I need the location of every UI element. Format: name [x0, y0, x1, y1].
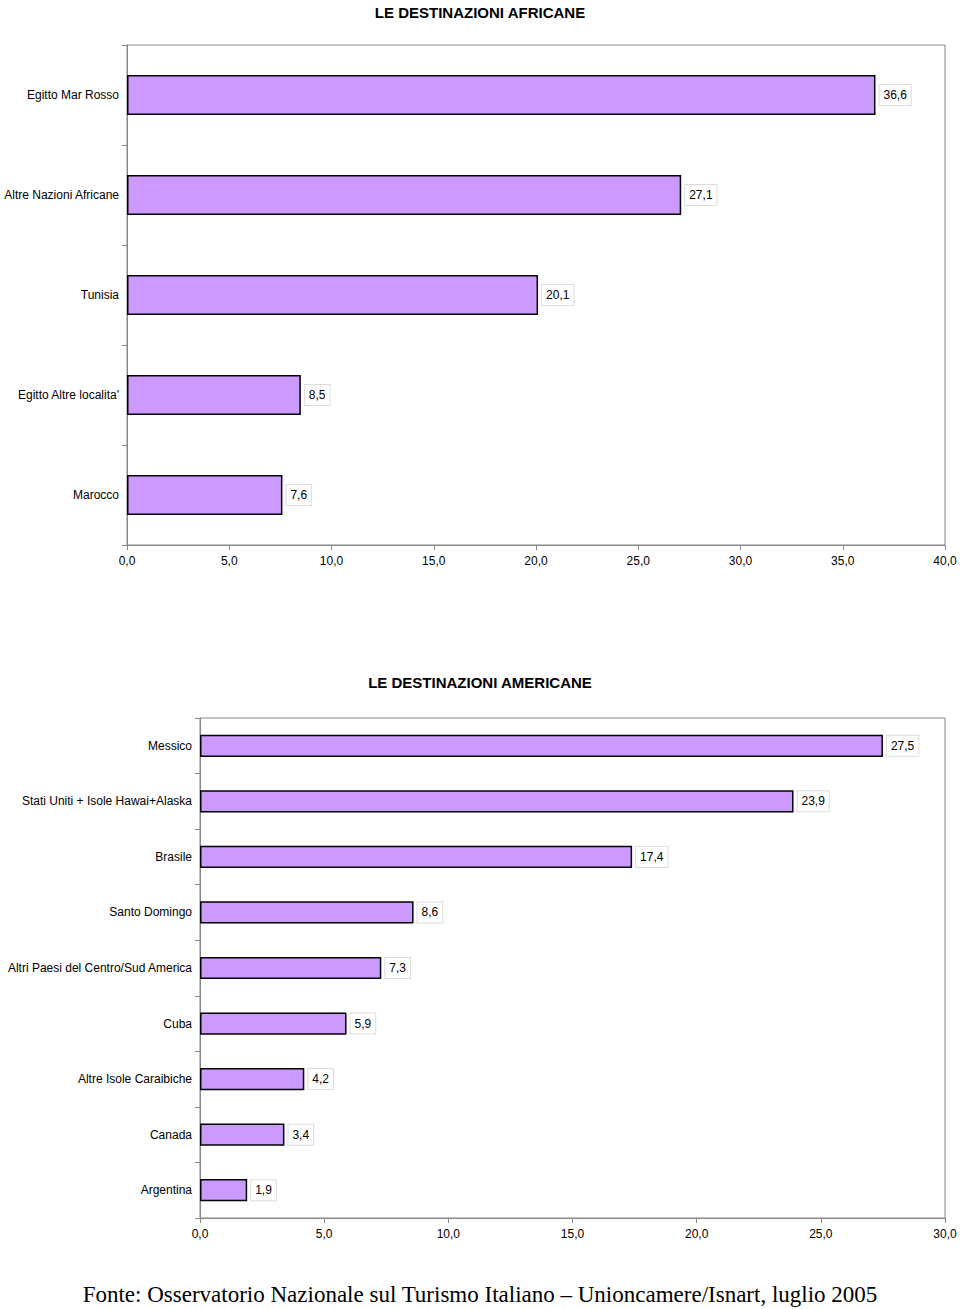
svg-text:LE DESTINAZIONI AMERICANE: LE DESTINAZIONI AMERICANE — [368, 674, 592, 691]
svg-text:8,6: 8,6 — [422, 905, 439, 919]
svg-text:Egitto Altre localita': Egitto Altre localita' — [18, 388, 119, 402]
svg-text:Argentina: Argentina — [141, 1183, 193, 1197]
svg-text:3,4: 3,4 — [292, 1128, 309, 1142]
svg-text:4,2: 4,2 — [312, 1072, 329, 1086]
svg-text:25,0: 25,0 — [809, 1227, 833, 1241]
svg-text:Marocco: Marocco — [73, 488, 119, 502]
svg-text:30,0: 30,0 — [933, 1227, 957, 1241]
svg-text:5,0: 5,0 — [221, 554, 238, 568]
svg-text:Altre Nazioni Africane: Altre Nazioni Africane — [4, 188, 119, 202]
svg-text:15,0: 15,0 — [561, 1227, 585, 1241]
svg-text:17,4: 17,4 — [640, 850, 664, 864]
svg-text:Altri Paesi del Centro/Sud Ame: Altri Paesi del Centro/Sud America — [8, 961, 192, 975]
svg-text:7,3: 7,3 — [389, 961, 406, 975]
svg-text:5,9: 5,9 — [355, 1017, 372, 1031]
svg-text:Stati Uniti + Isole Hawai+Alas: Stati Uniti + Isole Hawai+Alaska — [22, 794, 192, 808]
svg-text:Messico: Messico — [148, 739, 192, 753]
svg-text:15,0: 15,0 — [422, 554, 446, 568]
svg-text:Tunisia: Tunisia — [81, 288, 120, 302]
svg-text:20,1: 20,1 — [546, 288, 570, 302]
svg-text:0,0: 0,0 — [119, 554, 136, 568]
svg-text:23,9: 23,9 — [802, 794, 826, 808]
svg-text:Canada: Canada — [150, 1128, 192, 1142]
svg-text:40,0: 40,0 — [933, 554, 957, 568]
svg-text:Egitto Mar Rosso: Egitto Mar Rosso — [27, 88, 119, 102]
svg-text:20,0: 20,0 — [685, 1227, 709, 1241]
svg-text:5,0: 5,0 — [316, 1227, 333, 1241]
svg-text:10,0: 10,0 — [320, 554, 344, 568]
svg-text:27,1: 27,1 — [689, 188, 713, 202]
svg-text:36,6: 36,6 — [883, 88, 907, 102]
svg-text:25,0: 25,0 — [627, 554, 651, 568]
svg-text:Cuba: Cuba — [163, 1017, 192, 1031]
svg-text:8,5: 8,5 — [309, 388, 326, 402]
svg-text:10,0: 10,0 — [437, 1227, 461, 1241]
svg-text:7,6: 7,6 — [290, 488, 307, 502]
svg-text:35,0: 35,0 — [831, 554, 855, 568]
svg-text:30,0: 30,0 — [729, 554, 753, 568]
svg-text:Santo Domingo: Santo Domingo — [109, 905, 192, 919]
svg-text:27,5: 27,5 — [891, 739, 915, 753]
svg-text:1,9: 1,9 — [255, 1183, 272, 1197]
svg-text:0,0: 0,0 — [192, 1227, 209, 1241]
svg-text:Brasile: Brasile — [155, 850, 192, 864]
svg-text:Altre Isole Caraibiche: Altre Isole Caraibiche — [78, 1072, 192, 1086]
svg-text:20,0: 20,0 — [524, 554, 548, 568]
svg-text:LE DESTINAZIONI AFRICANE: LE DESTINAZIONI AFRICANE — [375, 4, 585, 21]
svg-text:Fonte: Osservatorio Nazionale: Fonte: Osservatorio Nazionale sul Turism… — [83, 1282, 878, 1307]
